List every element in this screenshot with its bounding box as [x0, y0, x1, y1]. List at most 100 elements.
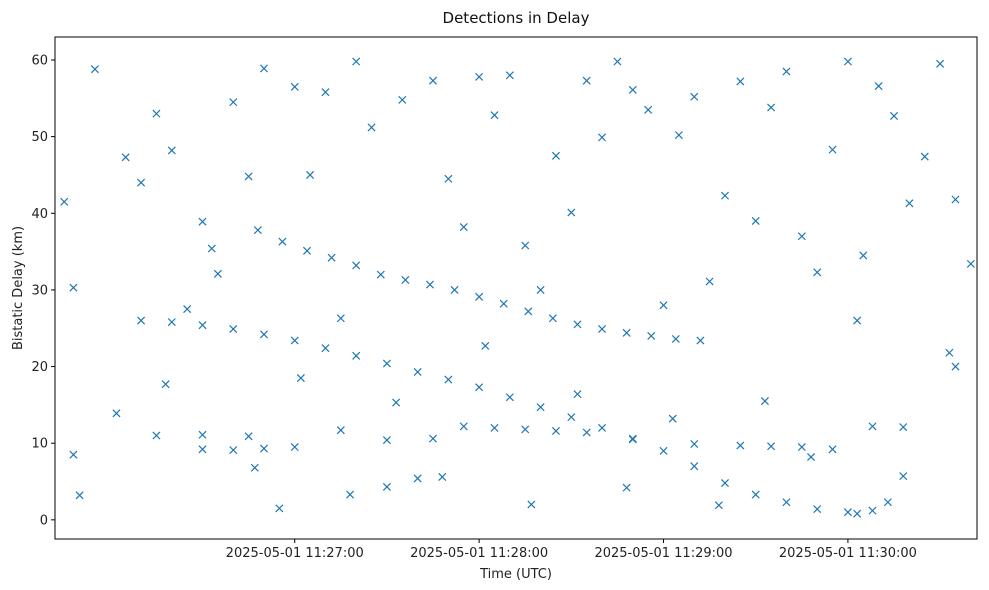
y-tick-label: 10: [31, 437, 48, 452]
data-point: [524, 307, 533, 316]
data-point: [659, 446, 668, 455]
data-point: [705, 277, 714, 286]
data-point: [475, 292, 484, 301]
data-point: [167, 146, 176, 155]
data-point: [868, 506, 877, 515]
y-tick-label: 20: [31, 360, 48, 375]
plot-area: [60, 57, 975, 518]
data-point: [936, 59, 945, 68]
data-point: [551, 426, 560, 435]
data-point: [690, 92, 699, 101]
data-point: [853, 509, 862, 518]
data-point: [428, 76, 438, 85]
data-point: [767, 442, 776, 451]
data-point: [598, 423, 607, 432]
data-point: [69, 450, 78, 459]
data-point: [428, 434, 438, 443]
data-point: [505, 71, 514, 80]
data-point: [367, 123, 376, 132]
data-point: [622, 483, 631, 492]
data-point: [567, 413, 576, 422]
data-point: [951, 195, 960, 204]
x-tick-label: 2025-05-01 11:29:00: [594, 546, 732, 561]
data-point: [475, 383, 484, 392]
data-point: [536, 285, 545, 294]
data-point: [69, 283, 78, 292]
data-point: [198, 217, 207, 226]
y-tick-label: 30: [31, 283, 48, 298]
data-point: [490, 111, 499, 120]
data-point: [714, 501, 723, 510]
data-point: [613, 57, 622, 66]
data-point: [152, 431, 161, 440]
data-point: [690, 439, 699, 448]
data-point: [290, 336, 299, 345]
data-point: [499, 299, 508, 308]
data-point: [152, 109, 161, 118]
data-point: [843, 508, 852, 517]
data-point: [573, 320, 582, 329]
data-point: [622, 328, 631, 337]
chart-title: Detections in Delay: [443, 9, 590, 27]
data-point: [161, 380, 170, 389]
y-axis-label: Bistatic Delay (km): [11, 226, 26, 350]
data-point: [951, 362, 960, 371]
data-point: [720, 479, 730, 488]
data-point: [828, 445, 837, 454]
data-point: [438, 472, 447, 481]
x-tick-label: 2025-05-01 11:28:00: [410, 546, 548, 561]
data-point: [336, 426, 345, 435]
data-point: [183, 305, 192, 314]
data-point: [647, 331, 656, 340]
data-point: [259, 330, 269, 339]
data-point: [797, 443, 806, 452]
data-point: [352, 57, 361, 66]
data-point: [573, 390, 582, 399]
data-point: [198, 445, 207, 454]
data-point: [490, 423, 499, 432]
data-point: [598, 133, 607, 142]
x-axis-label: Time (UTC): [479, 567, 552, 582]
data-point: [671, 334, 680, 343]
data-point: [874, 82, 883, 91]
data-point: [167, 318, 176, 327]
data-point: [327, 253, 336, 262]
data-point: [899, 472, 908, 481]
data-point: [628, 85, 637, 94]
y-tick-label: 40: [31, 207, 48, 222]
data-point: [481, 341, 490, 350]
series-clutter: [60, 57, 975, 513]
data-point: [690, 462, 699, 471]
data-point: [843, 57, 852, 66]
data-point: [782, 67, 791, 76]
y-tick-label: 60: [31, 53, 48, 68]
data-point: [401, 275, 410, 284]
data-point: [121, 153, 130, 162]
data-point: [889, 111, 899, 120]
data-point: [413, 474, 422, 483]
data-point: [275, 504, 284, 513]
data-point: [859, 251, 868, 260]
series-band-9km: [198, 444, 269, 455]
data-point: [352, 261, 361, 270]
data-point: [259, 444, 269, 453]
data-point: [382, 436, 391, 445]
data-point: [90, 65, 99, 74]
data-point: [290, 82, 299, 91]
data-point: [751, 490, 760, 499]
data-point: [720, 191, 730, 200]
data-point: [321, 88, 330, 97]
data-point: [945, 348, 954, 357]
data-point: [567, 208, 576, 217]
data-point: [137, 178, 146, 187]
data-point: [853, 316, 862, 325]
data-point: [112, 409, 121, 418]
data-point: [736, 441, 745, 450]
series-band-12km: [459, 422, 908, 437]
data-point: [278, 237, 287, 246]
data-point: [213, 269, 222, 278]
data-point: [207, 244, 216, 253]
y-tick-label: 50: [31, 130, 48, 145]
data-point: [899, 423, 908, 432]
